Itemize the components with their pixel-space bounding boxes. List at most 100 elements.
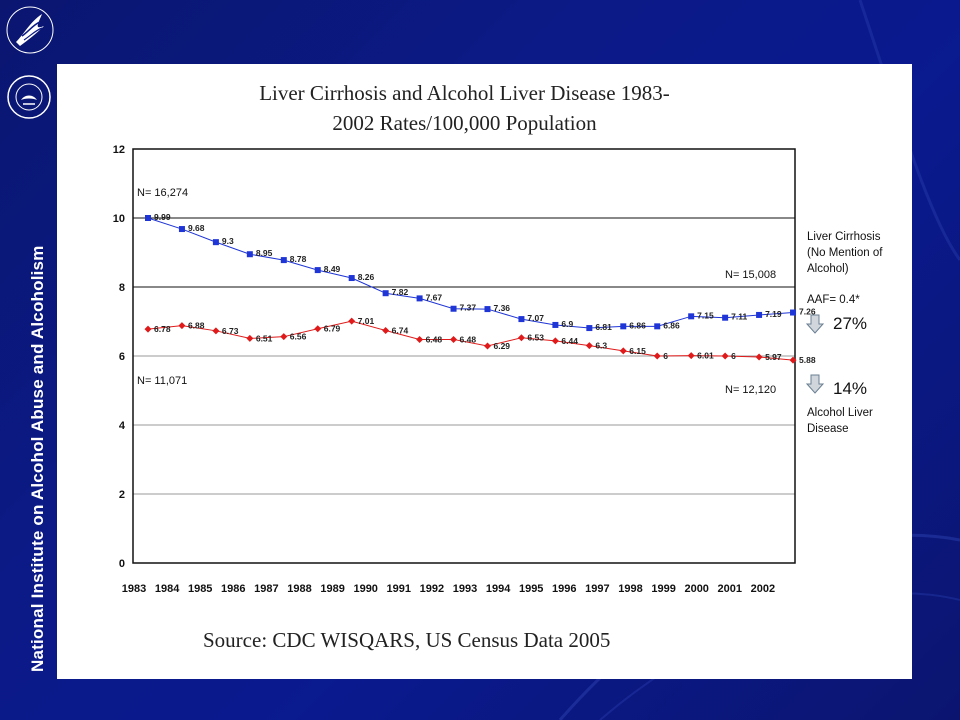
- data-point: [619, 347, 627, 355]
- y-tick-label: 4: [119, 420, 126, 432]
- data-point: [348, 317, 356, 325]
- y-tick-label: 6: [119, 351, 125, 363]
- data-point: [212, 239, 219, 246]
- sidebar-org-name: National Institute on Alcohol Abuse and …: [28, 245, 47, 672]
- y-tick-label: 8: [119, 282, 125, 294]
- data-label: 6.51: [256, 333, 273, 343]
- chart-title: Liver Cirrhosis and Alcohol Liver Diseas…: [37, 78, 892, 138]
- data-point: [654, 323, 661, 330]
- data-point: [178, 322, 186, 330]
- data-label: 7.36: [493, 303, 510, 313]
- legend-cirrhosis-label: Alcohol): [807, 263, 849, 275]
- data-point: [450, 305, 457, 312]
- data-point: [653, 352, 661, 360]
- x-tick-label: 1992: [420, 583, 444, 595]
- data-point: [416, 295, 423, 302]
- x-tick-label: 1986: [221, 583, 245, 595]
- annotation-n-end-bottom: N= 12,120: [725, 384, 776, 396]
- annotation-n-start-bottom: N= 11,071: [137, 375, 187, 387]
- data-label: 8.49: [324, 264, 341, 274]
- data-point: [178, 226, 185, 233]
- data-point: [790, 309, 797, 316]
- chart-title-line2: 2002 Rates/100,000 Population: [332, 111, 597, 135]
- data-label: 8.78: [290, 254, 307, 264]
- data-label: 6: [731, 351, 736, 361]
- x-tick-label: 1998: [618, 583, 642, 595]
- y-tick-label: 12: [113, 144, 125, 156]
- data-label: 7.19: [765, 309, 782, 319]
- hhs-eagle-logo: [6, 6, 54, 54]
- legend-ald-label: Disease: [807, 423, 849, 435]
- x-tick-label: 1989: [320, 583, 344, 595]
- data-label: 6.48: [426, 334, 443, 344]
- x-tick-label: 1984: [155, 583, 180, 595]
- data-point: [721, 352, 729, 360]
- data-point: [585, 342, 593, 350]
- data-label: 9.68: [188, 223, 205, 233]
- data-label: 7.11: [731, 312, 747, 322]
- data-point: [348, 275, 355, 282]
- data-point: [145, 215, 151, 221]
- data-point: [416, 335, 424, 343]
- x-tick-label: 2001: [718, 583, 742, 595]
- legend-ald-pct: 14%: [833, 379, 867, 398]
- plot-frame: [132, 148, 796, 564]
- data-label: 6.79: [324, 324, 341, 334]
- down-arrow-icon: [805, 314, 825, 334]
- data-label: 6.56: [290, 332, 307, 342]
- annotation-n-start-top: N= 16,274: [137, 187, 188, 199]
- data-label: 6.88: [188, 321, 205, 331]
- legend-ald-label: Alcohol Liver: [807, 407, 873, 419]
- legend-cirrhosis-label: (No Mention of: [807, 247, 883, 259]
- data-point: [280, 333, 288, 341]
- x-tick-label: 1985: [188, 583, 212, 595]
- data-label: 6.3: [595, 341, 607, 351]
- data-label: 9.99: [154, 212, 171, 222]
- y-tick-label: 2: [119, 489, 125, 501]
- data-label: 6.53: [527, 333, 544, 343]
- data-point: [518, 316, 525, 323]
- data-point: [755, 353, 763, 361]
- data-label: 6.78: [154, 324, 171, 334]
- x-tick-label: 1990: [353, 583, 377, 595]
- data-point: [212, 327, 220, 335]
- annotation-n-end-top: N= 15,008: [725, 269, 776, 281]
- data-point: [722, 314, 729, 321]
- data-point: [280, 257, 287, 264]
- data-point: [586, 325, 593, 332]
- data-label: 6.44: [561, 336, 578, 346]
- chart-panel: Liver Cirrhosis and Alcohol Liver Diseas…: [57, 64, 912, 679]
- legend-aaf-label: AAF= 0.4*: [807, 294, 860, 306]
- x-tick-label: 1997: [585, 583, 609, 595]
- data-label: 5.88: [799, 355, 816, 365]
- data-label: 9.3: [222, 236, 234, 246]
- data-label: 6.74: [392, 325, 409, 335]
- data-label: 6.86: [663, 320, 680, 330]
- x-tick-label: 1995: [519, 583, 543, 595]
- data-label: 6.15: [629, 346, 646, 356]
- series-line: [147, 320, 794, 361]
- data-label: 6.9: [561, 319, 573, 329]
- data-label: 7.01: [358, 316, 375, 326]
- x-tick-label: 1999: [651, 583, 675, 595]
- data-point: [246, 334, 254, 342]
- data-label: 6.81: [595, 322, 612, 332]
- data-label: 7.67: [426, 292, 443, 302]
- chart-title-line1: Liver Cirrhosis and Alcohol Liver Diseas…: [259, 81, 670, 105]
- legend-cirrhosis-label: Liver Cirrhosis: [807, 231, 881, 243]
- data-point: [314, 267, 321, 274]
- x-tick-label: 1996: [552, 583, 576, 595]
- data-point: [246, 251, 253, 258]
- x-tick-label: 1987: [254, 583, 278, 595]
- data-label: 6.29: [493, 341, 510, 351]
- line-chart: 0 2 4 6 8 10 12 1983 1984 1985 1986 1987 1988 1989 199…: [113, 144, 883, 595]
- data-point: [551, 337, 559, 345]
- data-point: [144, 325, 152, 333]
- data-point: [688, 313, 695, 320]
- data-point: [483, 342, 491, 350]
- data-label: 7.07: [527, 313, 544, 323]
- data-label: 7.82: [392, 287, 409, 297]
- data-label: 6.73: [222, 326, 239, 336]
- data-label: 5.97: [765, 352, 782, 362]
- nih-seal-logo: [7, 75, 51, 119]
